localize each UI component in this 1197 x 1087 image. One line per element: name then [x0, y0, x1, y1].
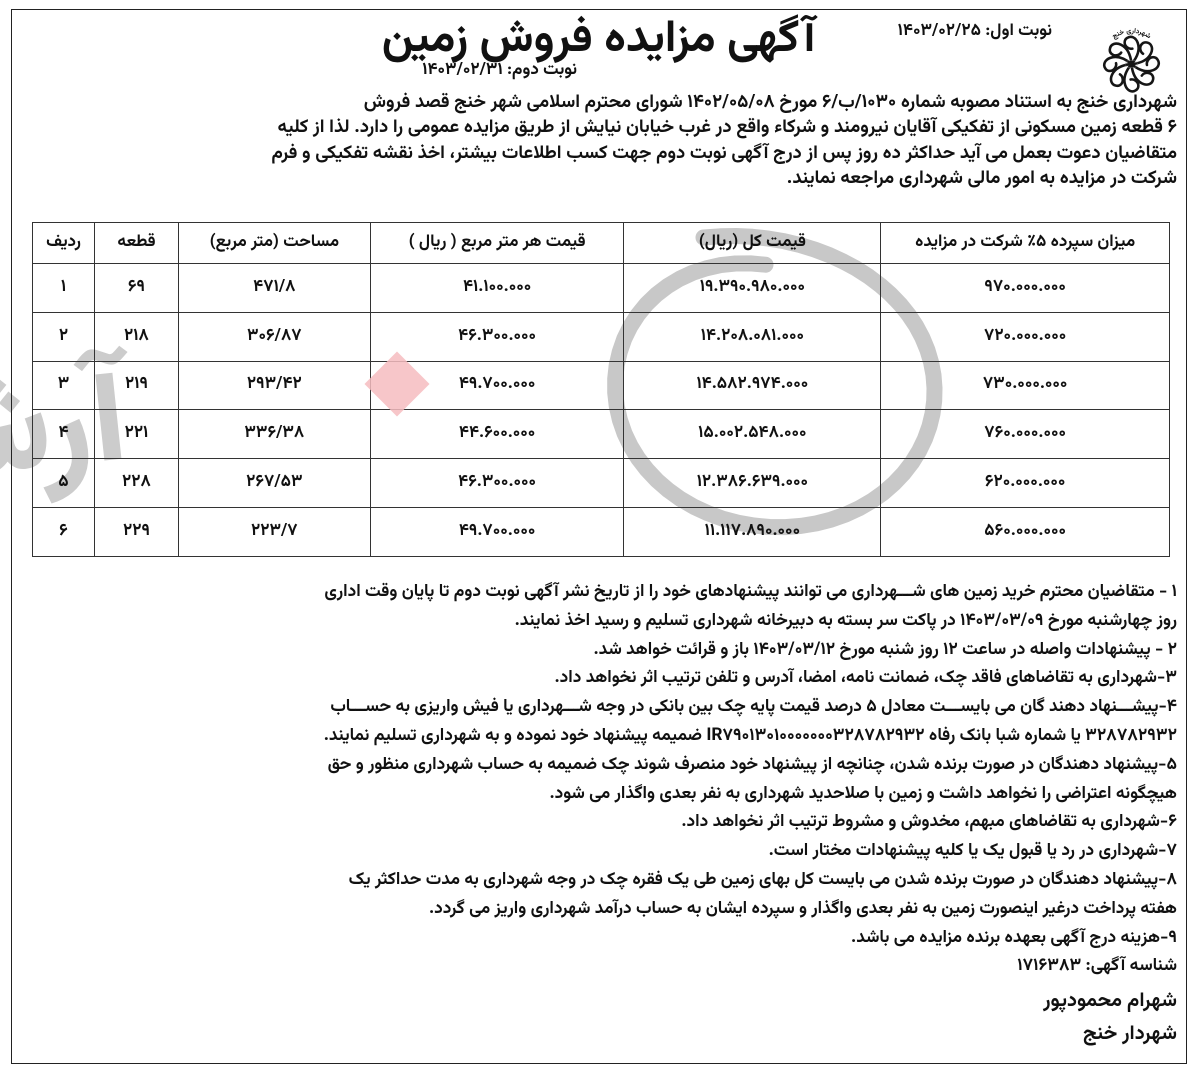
svg-text:شهرداری خنج: شهرداری خنج [1110, 26, 1153, 43]
